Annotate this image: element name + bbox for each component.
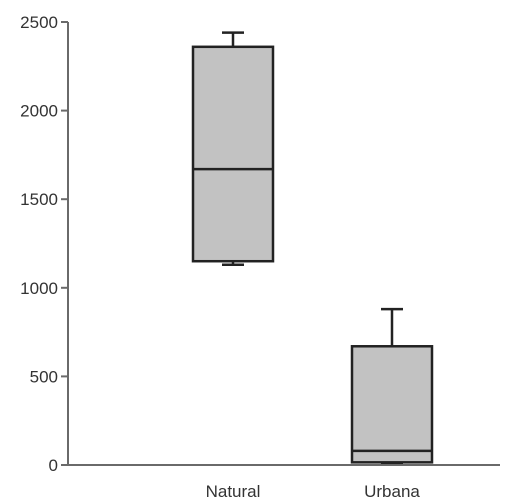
y-tick-label: 1000 xyxy=(20,279,58,298)
y-tick-label: 2500 xyxy=(20,13,58,32)
category-label-urbana: Urbana xyxy=(364,482,420,499)
y-tick-label: 1500 xyxy=(20,190,58,209)
box-natural xyxy=(191,31,275,267)
y-tick-label: 0 xyxy=(49,456,58,475)
y-axis-ticks: 0 500 1000 1500 2000 2500 xyxy=(20,13,68,475)
y-tick-label: 500 xyxy=(30,367,58,386)
category-label-natural: Natural xyxy=(206,482,261,499)
box-urbana xyxy=(350,307,434,465)
y-tick-label: 2000 xyxy=(20,102,58,121)
box-plot-series xyxy=(191,31,434,465)
iqr-box xyxy=(191,45,275,263)
iqr-box xyxy=(350,345,434,464)
